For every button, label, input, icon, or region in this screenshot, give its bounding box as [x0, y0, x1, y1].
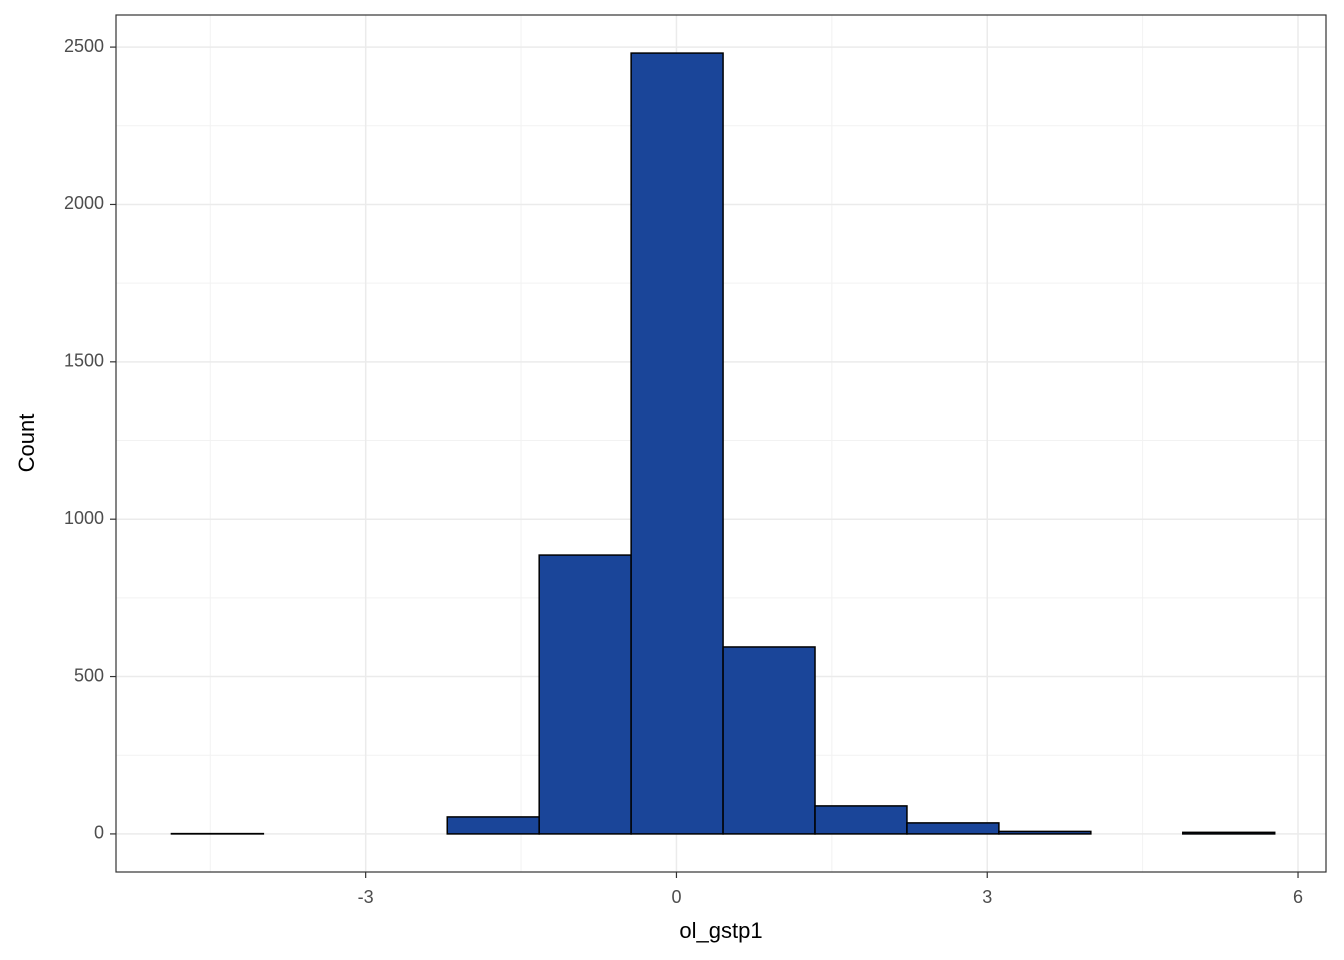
panel-border — [115, 14, 1327, 873]
x-axis-title: ol_gstp1 — [679, 918, 762, 943]
y-tick-label: 2000 — [64, 193, 104, 213]
x-tick-label: -3 — [358, 887, 374, 907]
x-tick-label: 6 — [1293, 887, 1303, 907]
bar — [906, 822, 1000, 835]
y-tick-label: 0 — [94, 823, 104, 843]
bar — [814, 805, 908, 835]
bar — [998, 830, 1092, 835]
x-tick-label: 0 — [671, 887, 681, 907]
bar — [722, 646, 816, 835]
y-tick-label: 1000 — [64, 508, 104, 528]
y-axis-title: Count — [14, 414, 39, 473]
bar — [630, 52, 724, 835]
y-tick-label: 2500 — [64, 36, 104, 56]
bar — [1182, 831, 1276, 835]
y-tick-label: 1500 — [64, 351, 104, 371]
y-tick-label: 500 — [74, 665, 104, 685]
x-tick-label: 3 — [982, 887, 992, 907]
bar — [446, 816, 540, 835]
bar — [538, 554, 632, 835]
